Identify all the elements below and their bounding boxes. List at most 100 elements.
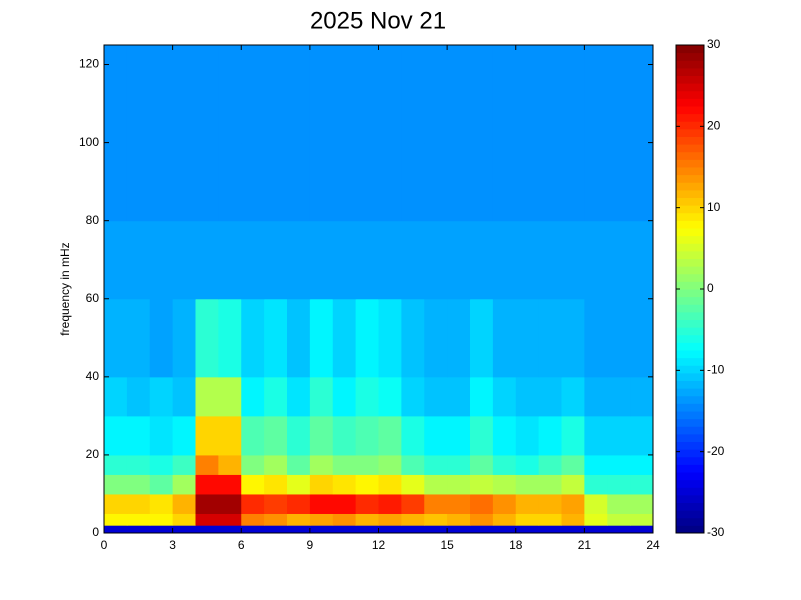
cell [104,513,128,526]
cell [538,454,562,475]
cell [470,513,494,526]
cell [172,454,196,475]
cell [264,493,288,514]
cell [447,454,471,475]
cell [630,493,654,514]
colorbar-swatch [676,403,704,412]
cell [332,298,357,378]
cell [630,298,654,378]
cell [172,525,196,534]
cell [172,142,196,222]
colorbar-swatch [676,311,704,320]
colorbar-swatch [676,281,704,290]
x-tick-label: 9 [307,538,314,552]
cell [378,474,402,495]
colorbar-swatch [676,98,704,107]
x-tick-label: 21 [578,538,592,552]
cell [287,45,311,144]
cell [584,376,608,417]
cell [492,525,517,534]
colorbar-swatch [676,106,704,115]
cell [287,474,311,495]
cell [515,142,540,222]
cell [401,474,425,495]
cell [309,513,334,526]
cell [241,45,265,144]
colorbar-tick-label: 10 [707,200,721,214]
colorbar-swatch [676,342,704,351]
cell [241,415,265,456]
cell [241,493,265,514]
cell [149,493,174,514]
cell [195,298,219,378]
cell [584,474,608,495]
cell [264,376,288,417]
cell [515,513,540,526]
cell [264,474,288,495]
cell [149,376,174,417]
cell [401,45,425,144]
colorbar-swatch [676,128,704,137]
cell [332,415,357,456]
cell [172,415,196,456]
cell [378,493,402,514]
cell [195,142,219,222]
cell [126,220,151,300]
colorbar-swatch [676,525,704,534]
colorbar-swatch [676,121,704,130]
cell [515,220,540,300]
cell [378,513,402,526]
cell [584,454,608,475]
x-tick-label: 3 [169,538,176,552]
cell [492,220,517,300]
cell [401,220,425,300]
cell [607,415,631,456]
cell [332,142,357,222]
y-tick-label: 60 [86,291,100,305]
cell [561,474,585,495]
colorbar-swatch [676,167,704,176]
cell [607,142,631,222]
colorbar-tick-label: 20 [707,119,721,133]
cell [378,376,402,417]
colorbar-swatch [676,90,704,99]
cell [492,513,517,526]
cell [424,376,448,417]
cell [515,415,540,456]
cell [287,220,311,300]
colorbar-swatch [676,365,704,374]
colorbar-swatch [676,182,704,191]
cell [104,45,128,144]
cell [172,376,196,417]
cell [309,142,334,222]
cell [607,45,631,144]
cell [378,142,402,222]
cell [149,220,174,300]
colorbar-swatch [676,388,704,397]
cell [195,474,219,495]
cell [195,45,219,144]
cell [172,493,196,514]
cell [149,45,174,144]
colorbar-swatch [676,372,704,381]
colorbar [676,45,704,534]
colorbar-swatch [676,174,704,183]
cell [447,298,471,378]
cell [401,298,425,378]
cell [218,45,242,144]
cell [332,376,357,417]
cell [264,525,288,534]
cell [149,525,174,534]
colorbar-swatch [676,426,704,435]
x-tick-label: 15 [440,538,454,552]
colorbar-swatch [676,327,704,336]
colorbar-swatch [676,60,704,69]
cell [355,415,379,456]
cell [126,474,151,495]
colorbar-swatch [676,502,704,511]
cell [241,220,265,300]
cell [447,525,471,534]
x-tick-label: 0 [101,538,108,552]
cell [126,513,151,526]
cell [287,376,311,417]
